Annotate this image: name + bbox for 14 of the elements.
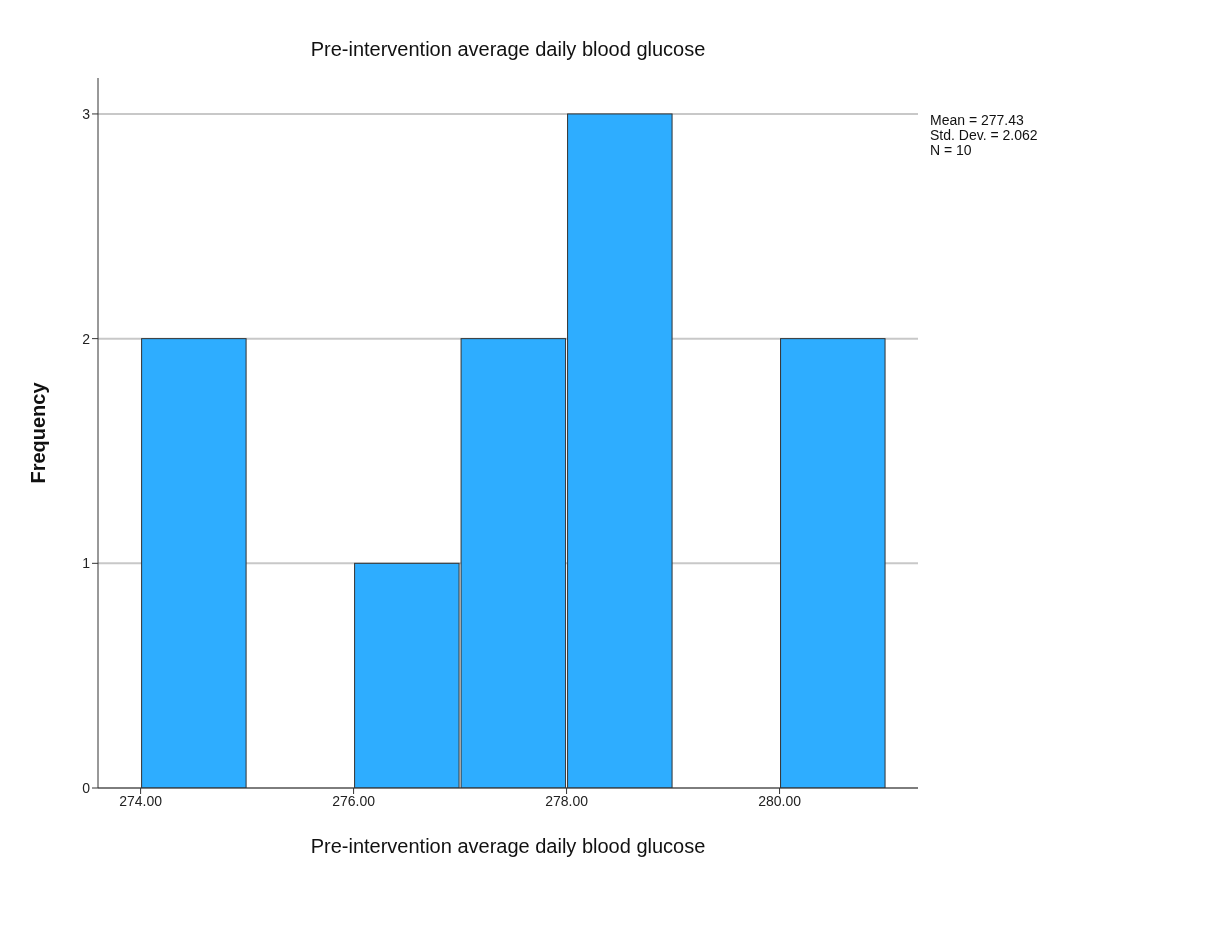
- chart-title: Pre-intervention average daily blood glucose: [309, 38, 707, 61]
- x-tick-label: 278.00: [545, 792, 589, 809]
- y-tick-label: 2: [82, 330, 91, 347]
- x-tick-label: 274.00: [119, 792, 163, 809]
- y-tick-label: 1: [82, 555, 91, 572]
- x-tick-label: 276.00: [332, 792, 376, 809]
- text: Mean = 277.43: [930, 112, 1025, 128]
- y-tick-label: 0: [82, 779, 91, 796]
- text: N = 10: [930, 142, 973, 158]
- text: Std. Dev. = 2.062: [930, 127, 1039, 143]
- x-tick-label: 280.00: [758, 792, 802, 809]
- y-tick-label: 3: [82, 105, 91, 122]
- y-axis-title: Frequency: [27, 381, 50, 484]
- x-axis-title: Pre-intervention average daily blood glucose: [310, 835, 706, 857]
